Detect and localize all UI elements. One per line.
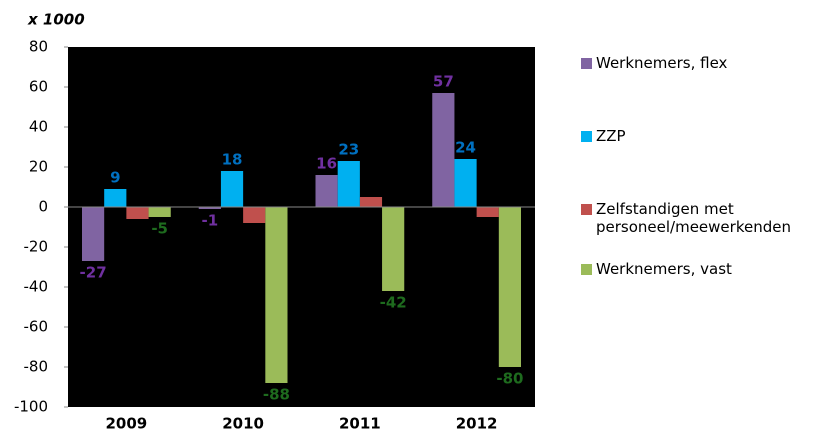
y-tick-label: -40 xyxy=(24,278,49,296)
legend-swatch xyxy=(581,131,592,142)
legend-swatch xyxy=(581,204,592,215)
legend-label: ZZP xyxy=(596,127,626,145)
bar xyxy=(82,207,105,261)
data-label: 57 xyxy=(433,73,454,91)
data-label: -42 xyxy=(380,294,407,312)
bar xyxy=(476,207,499,217)
data-label: 16 xyxy=(316,155,337,173)
plot-area xyxy=(68,47,535,407)
y-tick-label: -20 xyxy=(24,238,49,256)
data-label: 23 xyxy=(338,141,359,159)
data-label: -5 xyxy=(151,220,168,238)
y-tick-label: 20 xyxy=(29,158,48,176)
y-tick-label: -100 xyxy=(14,398,48,416)
bar xyxy=(126,207,149,219)
y-tick-label: 60 xyxy=(29,78,48,96)
bar xyxy=(498,207,521,367)
legend-label: Werknemers, vast xyxy=(596,260,732,278)
legend-item: ZZP xyxy=(581,127,840,145)
y-tick-label: 80 xyxy=(29,38,48,56)
bar xyxy=(148,207,171,217)
bar xyxy=(198,207,221,209)
y-unit-label: x 1000 xyxy=(27,11,85,29)
x-tick-label: 2009 xyxy=(106,415,148,433)
legend-swatch xyxy=(581,58,592,69)
bar xyxy=(265,207,288,383)
data-label: -1 xyxy=(202,212,219,230)
data-label: 24 xyxy=(455,139,476,157)
bar xyxy=(220,171,244,207)
bar xyxy=(315,175,338,207)
y-tick-label: -80 xyxy=(24,358,49,376)
x-tick-label: 2012 xyxy=(456,415,498,433)
legend-item: Werknemers, vast xyxy=(581,260,840,278)
data-label: -27 xyxy=(80,264,107,282)
bar xyxy=(454,159,477,207)
y-tick-label: 40 xyxy=(29,118,48,136)
legend-item: Zelfstandigen met personeel/meewerkenden xyxy=(581,200,840,236)
bar xyxy=(432,93,455,207)
x-tick-label: 2011 xyxy=(339,415,381,433)
data-label: 9 xyxy=(110,169,120,187)
bar xyxy=(359,197,383,207)
y-tick-label: 0 xyxy=(38,198,48,216)
data-label: -80 xyxy=(496,370,523,388)
legend-swatch xyxy=(581,264,592,275)
legend-item: Werknemers, flex xyxy=(581,54,840,72)
bar xyxy=(382,207,405,291)
legend-label: Zelfstandigen met personeel/meewerkenden xyxy=(596,200,791,236)
legend-label: Werknemers, flex xyxy=(596,54,728,72)
x-tick-label: 2010 xyxy=(222,415,264,433)
data-label: -88 xyxy=(263,386,290,404)
bar xyxy=(337,161,360,207)
bar xyxy=(104,189,127,207)
data-label: 18 xyxy=(222,151,243,169)
y-tick-label: -60 xyxy=(24,318,49,336)
bar xyxy=(243,207,266,223)
